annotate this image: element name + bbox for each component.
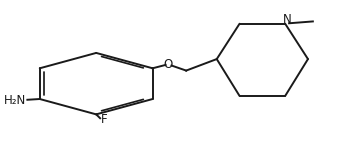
Text: O: O [164,58,173,71]
Text: H₂N: H₂N [3,94,26,107]
Text: F: F [101,113,107,126]
Text: N: N [283,13,291,26]
